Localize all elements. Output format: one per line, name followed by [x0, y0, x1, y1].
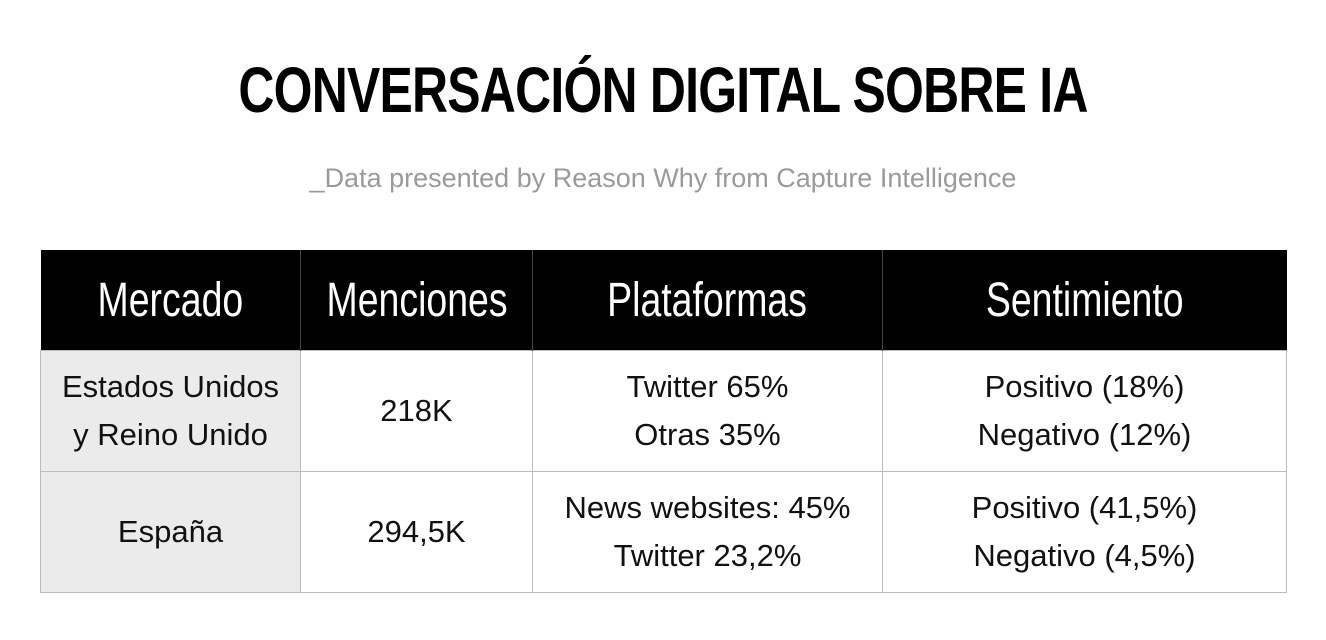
- table-row: España 294,5K News websites: 45% Twitter…: [40, 471, 1287, 593]
- mentions-cell: 294,5K: [300, 471, 533, 593]
- sentiment-positive: Positivo (41,5%): [971, 490, 1198, 525]
- sentiment-cell: Positivo (41,5%) Negativo (4,5%): [882, 471, 1287, 593]
- sentiment-negative: Negativo (4,5%): [973, 538, 1196, 573]
- table-header-row: Mercado Menciones Plataformas Sentimient…: [40, 250, 1287, 351]
- page-subtitle: _Data presented by Reason Why from Captu…: [309, 163, 1017, 193]
- market-name-line: España: [117, 514, 224, 549]
- market-cell: España: [40, 471, 301, 593]
- platform-entry: Otras 35%: [634, 417, 781, 452]
- column-header-menciones: Menciones: [300, 250, 533, 351]
- conversation-table: Mercado Menciones Plataformas Sentimient…: [40, 250, 1287, 593]
- table-row: Estados Unidos y Reino Unido 218K Twitte…: [40, 350, 1287, 472]
- column-header-mercado: Mercado: [40, 250, 301, 351]
- column-header-sentimiento: Sentimiento: [882, 250, 1287, 351]
- market-cell: Estados Unidos y Reino Unido: [40, 350, 301, 472]
- market-name-line: Estados Unidos: [61, 369, 280, 404]
- sentiment-cell: Positivo (18%) Negativo (12%): [882, 350, 1287, 472]
- platform-entry: Twitter 23,2%: [613, 538, 802, 573]
- page-title: CONVERSACIÓN DIGITAL SOBRE IA: [238, 54, 1088, 126]
- sentiment-positive: Positivo (18%): [984, 369, 1185, 404]
- platform-entry: News websites: 45%: [564, 490, 851, 525]
- sentiment-negative: Negativo (12%): [977, 417, 1192, 452]
- platform-entry: Twitter 65%: [626, 369, 789, 404]
- platforms-cell: News websites: 45% Twitter 23,2%: [532, 471, 883, 593]
- column-header-plataformas: Plataformas: [532, 250, 883, 351]
- market-name-line: y Reino Unido: [73, 417, 268, 452]
- mentions-cell: 218K: [300, 350, 533, 472]
- platforms-cell: Twitter 65% Otras 35%: [532, 350, 883, 472]
